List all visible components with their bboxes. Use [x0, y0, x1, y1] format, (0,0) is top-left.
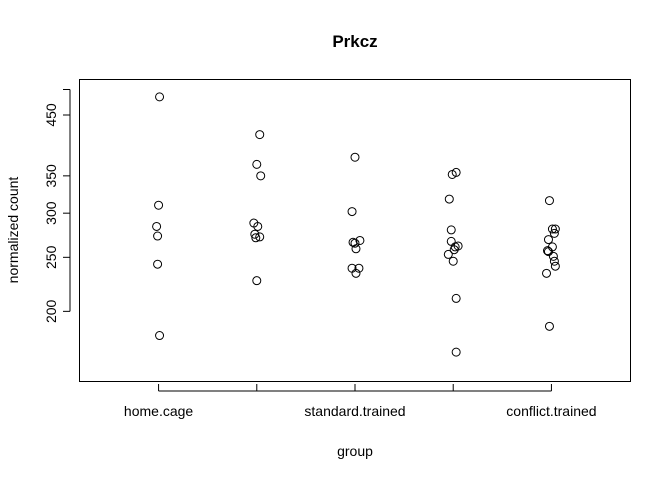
y-tick-label: 200 [43, 299, 59, 323]
y-axis-label: normalized count [5, 177, 21, 284]
data-point [155, 92, 165, 102]
data-point [154, 200, 164, 210]
y-tick-label: 450 [43, 103, 59, 127]
data-point [448, 256, 458, 266]
data-point [544, 196, 554, 206]
y-tick-label: 300 [43, 201, 59, 225]
data-point [449, 245, 459, 255]
data-point [355, 235, 365, 245]
data-point [549, 256, 559, 266]
data-point [251, 233, 261, 243]
data-point [543, 246, 552, 256]
data-point [548, 251, 558, 261]
data-point [447, 169, 457, 179]
data-point [547, 224, 557, 234]
data-point [549, 228, 559, 238]
y-tick-label: 250 [43, 245, 59, 269]
data-point [550, 261, 560, 271]
data-point [255, 130, 265, 140]
data-point [354, 263, 364, 273]
data-point [253, 221, 263, 231]
data-point [544, 321, 554, 331]
data-point [443, 249, 453, 259]
data-point [351, 268, 361, 278]
x-tick-label: standard.trained [304, 403, 405, 419]
data-point [451, 293, 461, 303]
data-point [550, 224, 560, 234]
data-point [350, 152, 360, 162]
data-point [451, 347, 461, 357]
data-point [152, 221, 162, 231]
data-point [446, 225, 456, 235]
y-axis: 200 250 300 350 450 [43, 88, 71, 323]
data-point [252, 276, 262, 286]
x-tick-label: conflict.trained [506, 403, 596, 419]
data-point [250, 229, 260, 239]
chart-title: Prkcz [332, 32, 377, 51]
data-point [543, 247, 553, 257]
x-axis-label: group [337, 443, 373, 459]
data-point [153, 231, 163, 241]
data-points [152, 92, 560, 357]
data-point [255, 232, 265, 242]
data-point [350, 238, 360, 248]
data-point [256, 171, 266, 181]
x-tick-label: home.cage [124, 403, 193, 419]
y-tick-label: 350 [43, 164, 59, 188]
data-point [155, 331, 165, 341]
data-point [444, 194, 454, 204]
data-point [153, 259, 163, 269]
data-point [542, 268, 552, 278]
x-axis: home.cage standard.trained conflict.traine… [124, 384, 597, 419]
plot-frame [79, 79, 631, 382]
data-point [252, 159, 262, 169]
data-point [543, 235, 553, 245]
data-point [351, 244, 361, 254]
data-point [347, 207, 357, 217]
